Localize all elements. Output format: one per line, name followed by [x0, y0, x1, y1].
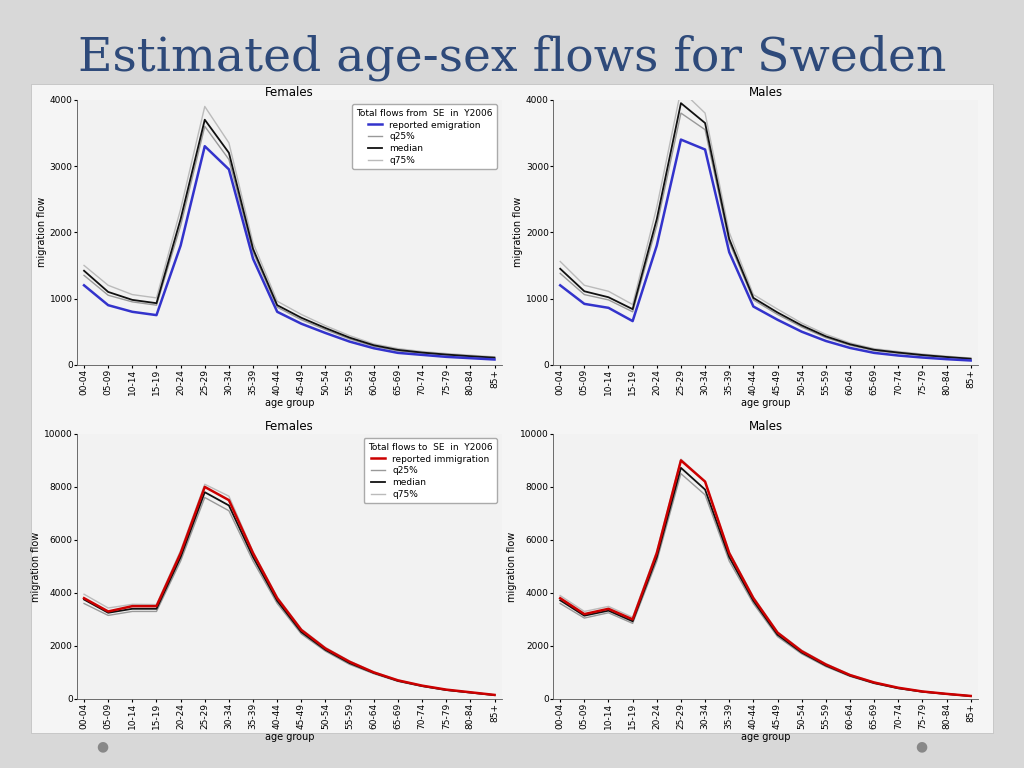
Y-axis label: migration flow: migration flow — [31, 531, 41, 601]
Text: ●: ● — [915, 740, 928, 753]
Title: Females: Females — [265, 420, 313, 432]
Y-axis label: migration flow: migration flow — [507, 531, 517, 601]
Legend: reported emigration, q25%, median, q75%: reported emigration, q25%, median, q75% — [351, 104, 498, 169]
Text: Estimated age-sex flows for Sweden: Estimated age-sex flows for Sweden — [78, 35, 946, 81]
X-axis label: age group: age group — [740, 732, 791, 742]
Text: ●: ● — [96, 740, 109, 753]
Y-axis label: migration flow: migration flow — [37, 197, 47, 267]
X-axis label: age group: age group — [740, 398, 791, 408]
Legend: reported immigration, q25%, median, q75%: reported immigration, q25%, median, q75% — [364, 439, 498, 503]
X-axis label: age group: age group — [264, 732, 314, 742]
Title: Males: Males — [749, 420, 782, 432]
Y-axis label: migration flow: migration flow — [513, 197, 523, 267]
Title: Males: Males — [749, 86, 782, 98]
Title: Females: Females — [265, 86, 313, 98]
X-axis label: age group: age group — [264, 398, 314, 408]
